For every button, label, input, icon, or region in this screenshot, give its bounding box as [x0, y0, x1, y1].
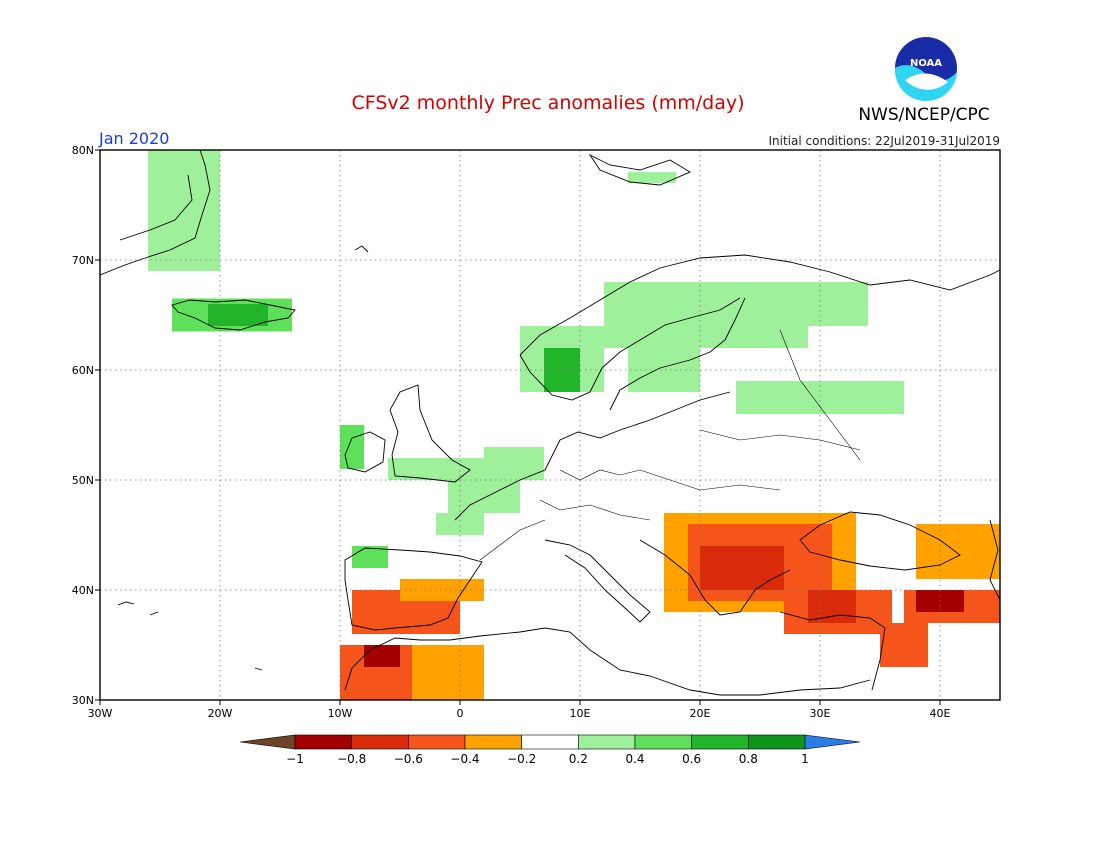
- border-central-europe: [559, 469, 781, 491]
- colorbar-tick-label: −0.6: [394, 752, 423, 766]
- graticule: [100, 150, 1000, 700]
- coastlines: [100, 150, 1000, 696]
- anomaly-region-balkans-peak: [700, 546, 784, 590]
- colorbar-tick-label: −0.4: [450, 752, 479, 766]
- coast-jan-mayen: [354, 245, 369, 253]
- border-alps: [539, 499, 651, 521]
- anomaly-region-benelux: [484, 447, 544, 480]
- colorbar-tick-label: −0.8: [337, 752, 366, 766]
- colorbar-bin: [294, 734, 352, 750]
- colorbar-tick-label: 0.8: [739, 752, 758, 766]
- colorbar-bin: [464, 734, 522, 750]
- coast-italy: [544, 539, 651, 623]
- colorbar-bin: [804, 734, 861, 750]
- anomaly-region-spitsbergen: [628, 172, 676, 183]
- colorbar-bin: [351, 734, 409, 750]
- coast-greenland: [100, 150, 211, 276]
- noaa-logo: NOAA: [894, 37, 957, 102]
- colorbar-bin: [691, 734, 749, 750]
- coast-britain: [389, 384, 471, 483]
- anomaly-region-finland-russia: [772, 282, 868, 326]
- border-france-spain: [479, 519, 546, 561]
- coast-north-africa: [344, 627, 871, 696]
- anomaly-region-spain-east: [400, 579, 484, 601]
- lon-tick-label: 10W: [328, 707, 353, 720]
- anomaly-layer: [148, 150, 1000, 700]
- coast-balkans: [639, 539, 791, 616]
- lat-tick-label: 40N: [72, 584, 94, 597]
- colorbar-bin: [634, 734, 692, 750]
- coast-anatolia: [779, 611, 886, 691]
- lon-tick-label: 30E: [810, 707, 831, 720]
- anomaly-region-iceland-core: [208, 304, 268, 326]
- coast-azores: [117, 601, 135, 606]
- anomaly-region-morocco-core: [364, 645, 400, 667]
- initial-conditions-label: Initial conditions: 22Jul2019-31Jul2019: [768, 134, 1000, 148]
- anomaly-region-britain-south: [388, 458, 484, 480]
- lat-tick-label: 50N: [72, 474, 94, 487]
- coast-scandinavia-south: [519, 297, 741, 401]
- anomaly-region-norway-west: [544, 348, 580, 392]
- coast-north-europe: [454, 391, 731, 521]
- coast-baltic: [609, 297, 746, 411]
- anomaly-region-greenland-south-tip: [160, 238, 196, 271]
- colorbar-tick-label: 1: [801, 752, 809, 766]
- lon-tick-label: 20W: [208, 707, 233, 720]
- map-frame: [99, 149, 1001, 701]
- colorbar-bin: [521, 734, 579, 750]
- anomaly-region-caucasus: [916, 524, 1000, 579]
- coast-greenland-fjords: [119, 174, 193, 241]
- anomaly-region-ireland-west: [340, 425, 364, 469]
- lat-tick-label: 60N: [72, 364, 94, 377]
- colorbar-tick-label: 0.4: [625, 752, 644, 766]
- coast-scandinavia-north: [519, 254, 1000, 356]
- colorbar-tick-label: −0.2: [507, 752, 536, 766]
- lon-tick-label: 0: [457, 707, 464, 720]
- lon-tick-label: 40E: [930, 707, 951, 720]
- lat-tick-label: 70N: [72, 254, 94, 267]
- coast-azores-2: [149, 611, 159, 616]
- anomaly-region-anatolia-core: [808, 590, 856, 623]
- colorbar-bin: [748, 734, 806, 750]
- coast-svalbard: [588, 153, 691, 186]
- coast-black-sea: [799, 511, 961, 571]
- coast-iceland: [171, 299, 296, 331]
- anomaly-region-levant: [880, 623, 928, 667]
- anomaly-region-algeria: [412, 645, 484, 700]
- coast-ireland: [344, 431, 386, 473]
- anomaly-region-sweden-south: [628, 348, 700, 392]
- target-month-label: Jan 2020: [98, 129, 169, 148]
- colorbar-tick-label: 0.6: [682, 752, 701, 766]
- coast-caspian: [989, 519, 1000, 601]
- colorbar-tick-label: 0.2: [569, 752, 588, 766]
- lon-tick-label: 30W: [88, 707, 113, 720]
- lon-tick-label: 20E: [690, 707, 711, 720]
- anomaly-region-iberia-north: [352, 546, 388, 568]
- organization-label: NWS/NCEP/CPC: [858, 105, 989, 125]
- coast-madeira: [254, 667, 263, 671]
- lat-tick-label: 30N: [72, 694, 94, 707]
- axis-ticks: 30W 20W 10W 0 10E 20E 30E 40E 30N 40N 50N 60N 70N 80N: [72, 144, 951, 720]
- map-area: 30W 20W 10W 0 10E 20E 30E 40E 30N 40N 50N 60N 70N 80N: [72, 144, 1001, 720]
- noaa-logo-text: NOAA: [910, 58, 942, 69]
- colorbar-bin: [408, 734, 466, 750]
- border-eastern-europe: [699, 429, 861, 451]
- lat-tick-label: 80N: [72, 144, 94, 157]
- border-russia: [779, 329, 861, 461]
- lon-tick-label: 10E: [570, 707, 591, 720]
- anomaly-region-france-west: [436, 513, 484, 535]
- colorbar-bin: [578, 734, 636, 750]
- colorbar-tick-label: −1: [286, 752, 304, 766]
- figure-title: CFSv2 monthly Prec anomalies (mm/day): [351, 92, 744, 114]
- colorbar: −1 −0.8 −0.6 −0.4 −0.2 0.2 0.4 0.6 0.8 1: [239, 734, 861, 766]
- coast-iberia: [344, 547, 483, 631]
